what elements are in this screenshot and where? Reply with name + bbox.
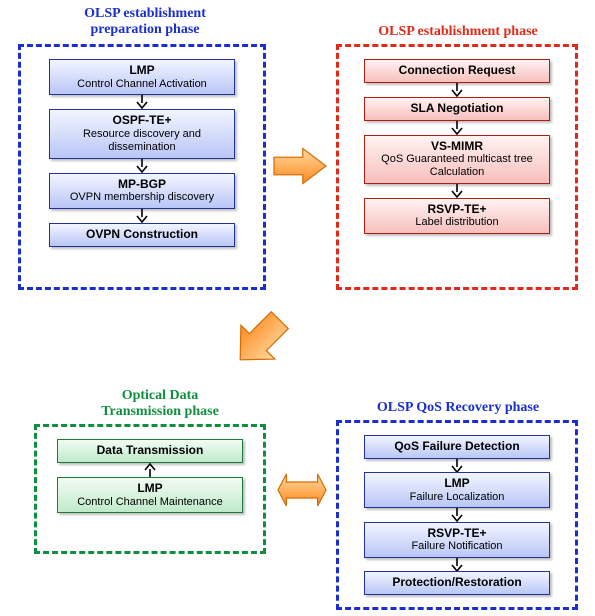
node-title: Protection/Restoration [371,576,543,590]
flow-node: VS-MIMRQoS Guaranteed multicast tree Cal… [364,135,550,184]
arrow-down-icon [450,558,464,571]
arrow-down-icon [450,83,464,97]
arrow-down-icon [450,121,464,135]
flow-node: OSPF-TE+Resource discovery and dissemina… [49,109,235,158]
node-subtitle: Control Channel Maintenance [64,496,236,509]
arrow-down-icon [135,159,149,173]
flow-node: Data Transmission [57,439,243,463]
title-recov: OLSP QoS Recovery phase [348,400,568,416]
wide-arrow-icon [272,144,328,188]
node-title: OSPF-TE+ [56,114,228,128]
node-subtitle: Failure Localization [371,491,543,504]
node-title: LMP [64,482,236,496]
node-title: Connection Request [371,64,543,78]
wide-arrow-right [272,144,328,188]
title-line: Optical Data [122,388,199,403]
flow-node: QoS Failure Detection [364,435,550,459]
wide-arrow-icon [276,470,328,510]
node-subtitle: Label distribution [371,216,543,229]
flow-node: LMPFailure Localization [364,472,550,508]
arrow-down-icon [450,508,464,521]
title-prep: OLSP establishmentpreparation phase [60,6,230,38]
title-data: Optical DataTransmission phase [80,388,240,420]
panel-prep: LMPControl Channel Activation OSPF-TE+Res… [18,44,266,290]
flow-node: OVPN Construction [49,223,235,247]
arrow-down-icon [135,95,149,109]
node-title: RSVP-TE+ [371,203,543,217]
flow-node: LMPControl Channel Maintenance [57,477,243,513]
node-title: QoS Failure Detection [371,440,543,454]
node-subtitle: QoS Guaranteed multicast tree Calculatio… [371,153,543,178]
wide-arrow-double [276,470,328,510]
panel-estab: Connection Request SLA Negotiation VS-MIMR… [336,44,578,290]
flow-node: RSVP-TE+Label distribution [364,198,550,234]
flow-node: Protection/Restoration [364,571,550,595]
node-title: Data Transmission [64,444,236,458]
flow-node: MP-BGPOVPN membership discovery [49,173,235,209]
arrow-down-icon [450,184,464,198]
arrow-down-icon [450,459,464,472]
arrow-up-icon [143,463,157,477]
node-subtitle: Control Channel Activation [56,78,228,91]
node-title: SLA Negotiation [371,102,543,116]
node-title: LMP [371,477,543,491]
flow-node: RSVP-TE+Failure Notification [364,522,550,558]
title-line: preparation phase [90,22,199,37]
title-line: Transmission phase [101,404,219,419]
node-subtitle: OVPN membership discovery [56,191,228,204]
title-estab: OLSP establishment phase [348,24,568,40]
arrow-down-icon [135,209,149,223]
flow-node: LMPControl Channel Activation [49,59,235,95]
node-title: RSVP-TE+ [371,527,543,541]
panel-recov: QoS Failure Detection LMPFailure Localiza… [336,420,578,610]
wide-arrow-icon [218,298,303,383]
wide-arrow-diag [218,298,303,383]
title-line: OLSP establishment phase [378,24,537,39]
flow-node: SLA Negotiation [364,97,550,121]
flow-node: Connection Request [364,59,550,83]
node-title: VS-MIMR [371,140,543,154]
title-line: OLSP establishment [84,6,206,21]
panel-data: Data Transmission LMPControl Channel Main… [34,424,266,554]
node-subtitle: Failure Notification [371,540,543,553]
node-title: LMP [56,64,228,78]
node-subtitle: Resource discovery and dissemination [56,128,228,153]
node-title: MP-BGP [56,178,228,192]
node-title: OVPN Construction [56,228,228,242]
title-line: OLSP QoS Recovery phase [377,400,539,415]
